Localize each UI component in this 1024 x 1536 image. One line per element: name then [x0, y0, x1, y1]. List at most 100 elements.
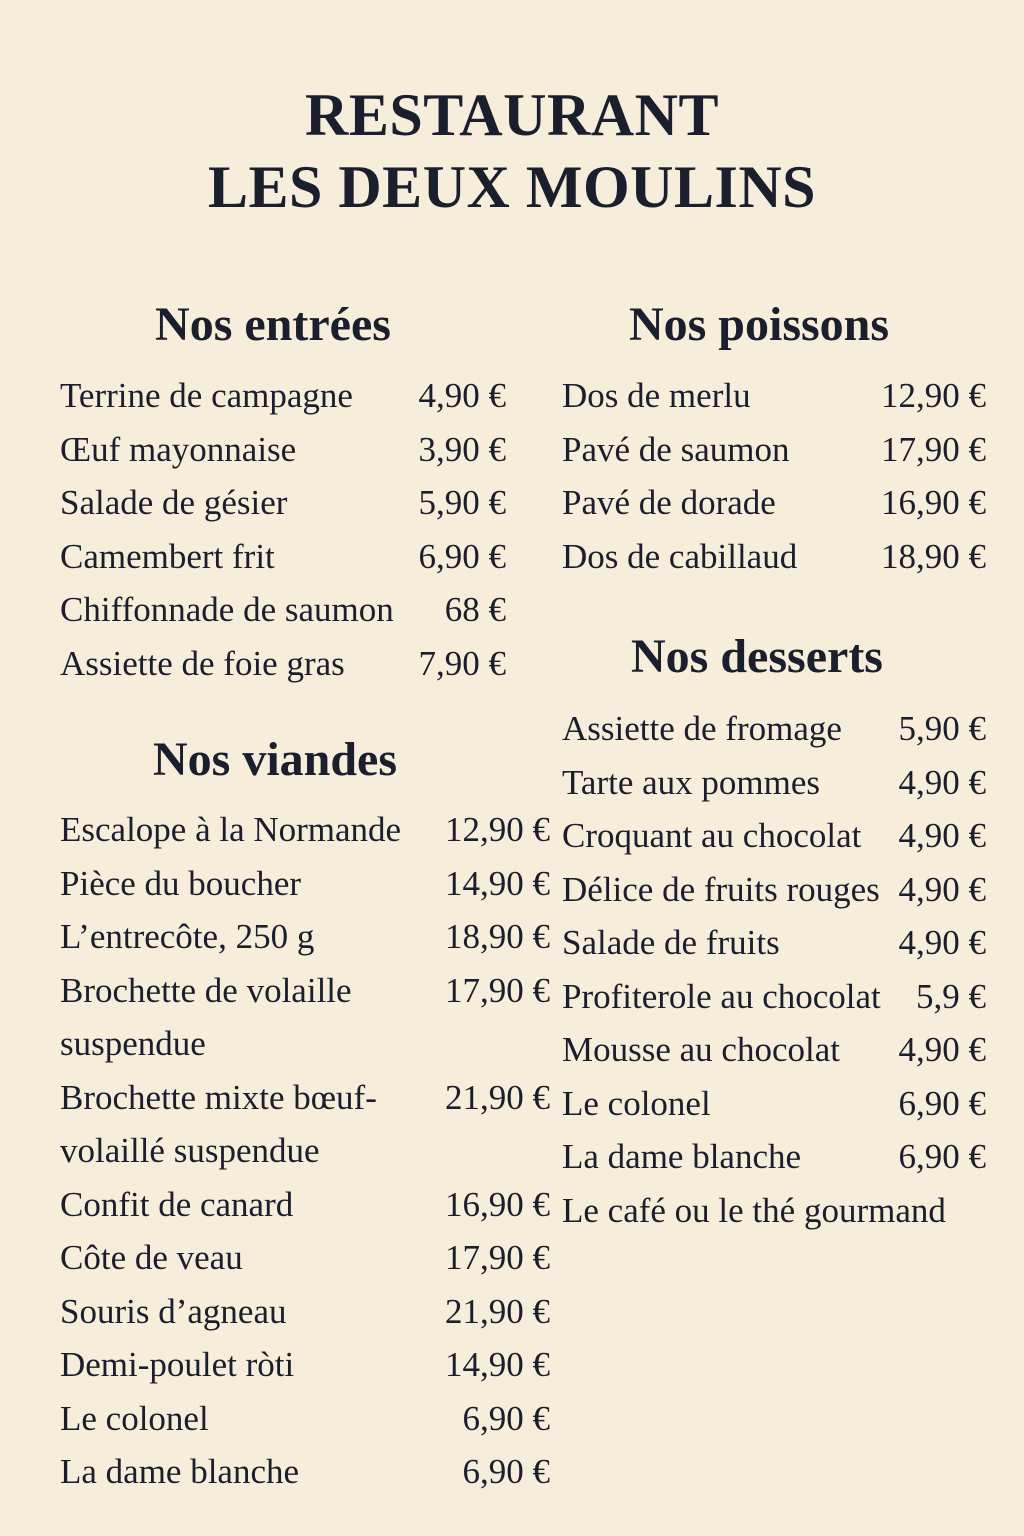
menu-item-price: 6,90 €	[898, 1083, 987, 1123]
heading-viandes: Nos viandes	[152, 733, 398, 786]
restaurant-title-line1: RESTAURANT	[305, 82, 719, 148]
menu-item: Souris d’agneau 21,90 €	[60, 1285, 550, 1339]
menu-item-price: 14,90 €	[445, 863, 550, 903]
section-viandes: Escalope à la Normande 12,90 € Pièce du bo…	[60, 803, 550, 1499]
menu-item-name: Salade de gésier	[60, 483, 288, 522]
menu-item-price: 5,9 €	[916, 976, 986, 1016]
menu-item-name: Dos de merlu	[562, 376, 751, 415]
menu-item-price: 21,90 €	[445, 1077, 550, 1117]
menu-item-price: 6,90 €	[462, 1452, 551, 1491]
menu-item: Pavé de dorade 16,90 €	[562, 476, 986, 530]
menu-item-price: 21,90 €	[445, 1291, 550, 1331]
menu-item-name: Dos de cabillaud	[562, 536, 798, 576]
menu-item: Brochette de volaille suspendue 17,90 €	[60, 964, 550, 1071]
menu-item-name: Profiterole au chocolat	[562, 976, 881, 1016]
menu-item-price: 17,90 €	[445, 1238, 550, 1277]
menu-item-name: Tarte aux pommes	[562, 762, 821, 802]
menu-item-price: 12,90 €	[445, 810, 550, 849]
menu-item-price: 4,90 €	[898, 762, 987, 802]
menu-item: Chiffonnade de saumon 68 €	[60, 583, 506, 637]
menu-item: Brochette mixte bœuf- volaillé suspendue…	[60, 1071, 550, 1178]
menu-item-name: Pavé de dorade	[562, 483, 776, 522]
menu-item: Confit de canard 16,90 €	[60, 1178, 550, 1232]
menu-item: Œuf mayonnaise 3,90 €	[60, 423, 506, 477]
menu-item-price: 6,90 €	[418, 536, 507, 576]
menu-item-price: 4,90 €	[898, 816, 987, 855]
menu-item-name: Délice de fruits rouges	[562, 869, 880, 909]
menu-item-name: Escalope à la Normande	[60, 810, 402, 849]
menu-item-name: Salade de fruits	[562, 923, 780, 962]
menu-item-name: Chiffonnade de saumon	[60, 590, 394, 629]
restaurant-title-line2: LES DEUX MOULINS	[207, 154, 817, 220]
menu-item-price: 16,90 €	[445, 1184, 550, 1224]
menu-item-price: 17,90 €	[881, 429, 986, 469]
menu-item: Dos de cabillaud 18,90 €	[562, 530, 986, 584]
menu-item-price: 17,90 €	[445, 970, 550, 1010]
menu-item: Croquant au chocolat 4,90 €	[562, 809, 986, 863]
menu-item-name: Le colonel	[562, 1083, 711, 1123]
menu-item-name: Le colonel	[60, 1398, 209, 1438]
menu-item: Escalope à la Normande 12,90 €	[60, 803, 550, 857]
menu-item-price: 14,90 €	[445, 1345, 550, 1384]
heading-entrees: Nos entrées	[155, 298, 391, 351]
menu-item-price: 6,90 €	[898, 1137, 987, 1176]
menu-item-price: 4,90 €	[898, 869, 987, 909]
menu-item: Délice de fruits rouges 4,90 €	[562, 863, 986, 917]
menu-item: Le colonel 6,90 €	[562, 1077, 986, 1131]
heading-desserts: Nos desserts	[631, 630, 883, 683]
menu-item-name: Le café ou le thé gourmand	[562, 1190, 946, 1230]
menu-item-price: 16,90 €	[881, 483, 986, 522]
menu-item: Assiette de foie gras 7,90 €	[60, 637, 506, 691]
menu-item-name: Demi-poulet ròti	[60, 1345, 295, 1384]
menu-item-name: Pièce du boucher	[60, 863, 302, 903]
menu-item-price: 5,90 €	[898, 709, 987, 748]
menu-item-price: 7,90 €	[418, 643, 507, 683]
menu-item-price: 3,90 €	[418, 429, 507, 469]
menu-item-name: Confit de canard	[60, 1184, 294, 1224]
menu-item: Pièce du boucher 14,90 €	[60, 857, 550, 911]
menu-item: Le colonel 6,90 €	[60, 1392, 550, 1446]
menu-item-name: Assiette de foie gras	[60, 643, 345, 683]
menu-item-name: La dame blanche	[60, 1452, 300, 1491]
menu-item: Demi-poulet ròti 14,90 €	[60, 1338, 550, 1392]
menu-item: Assiette de fromage 5,90 €	[562, 702, 986, 756]
menu-item: Pavé de saumon 17,90 €	[562, 423, 986, 477]
menu-item-name: La dame blanche	[562, 1137, 802, 1176]
menu-item: Camembert frit 6,90 €	[60, 530, 506, 584]
menu-item: La dame blanche 6,90 €	[562, 1130, 986, 1184]
menu-item: Terrine de campagne 4,90 €	[60, 369, 506, 423]
menu-item-name: Pavé de saumon	[562, 429, 790, 469]
menu-item-price: 5,90 €	[418, 483, 507, 522]
menu-item-price: 4,90 €	[418, 376, 507, 415]
menu-item-price: 68 €	[444, 590, 506, 629]
section-desserts: Assiette de fromage 5,90 € Tarte aux pomme…	[562, 702, 986, 1237]
section-poissons: Dos de merlu 12,90 € Pavé de saumon 17,90 €…	[562, 369, 986, 583]
menu-item-price: 4,90 €	[898, 1030, 987, 1069]
menu-item: Côte de veau 17,90 €	[60, 1231, 550, 1285]
menu-item-name: Souris d’agneau	[60, 1291, 287, 1331]
menu-item-name: Terrine de campagne	[60, 376, 353, 415]
menu-item-name: Œuf mayonnaise	[60, 429, 297, 469]
menu-item-price: 18,90 €	[881, 536, 986, 576]
menu-item: Le café ou le thé gourmand	[562, 1184, 986, 1238]
menu-item-name: Côte de veau	[60, 1238, 243, 1277]
menu-item: Salade de fruits 4,90 €	[562, 916, 986, 970]
menu-item: Mousse au chocolat 4,90 €	[562, 1023, 986, 1077]
menu-item: Tarte aux pommes 4,90 €	[562, 756, 986, 810]
menu-item-name: Brochette mixte bœuf- volaillé suspendue	[60, 1077, 377, 1171]
menu-item: Salade de gésier 5,90 €	[60, 476, 506, 530]
menu-item-price: 4,90 €	[898, 923, 987, 962]
menu-item-name: Camembert frit	[60, 536, 275, 576]
menu-item: Profiterole au chocolat 5,9 €	[562, 970, 986, 1024]
menu-item-name: Mousse au chocolat	[562, 1030, 840, 1069]
menu-item-name: L’entrecôte, 250 g	[60, 917, 315, 956]
section-entrees: Terrine de campagne 4,90 € Œuf mayonnaise 3…	[60, 369, 506, 690]
menu-item-price: 12,90 €	[881, 376, 986, 415]
menu-item-price: 18,90 €	[445, 917, 550, 956]
menu-item: L’entrecôte, 250 g 18,90 €	[60, 910, 550, 964]
menu-item-name: Assiette de fromage	[562, 709, 842, 748]
menu-item: Dos de merlu 12,90 €	[562, 369, 986, 423]
menu-item-name: Croquant au chocolat	[562, 816, 862, 855]
heading-poissons: Nos poissons	[628, 298, 890, 351]
menu-item: La dame blanche 6,90 €	[60, 1445, 550, 1499]
